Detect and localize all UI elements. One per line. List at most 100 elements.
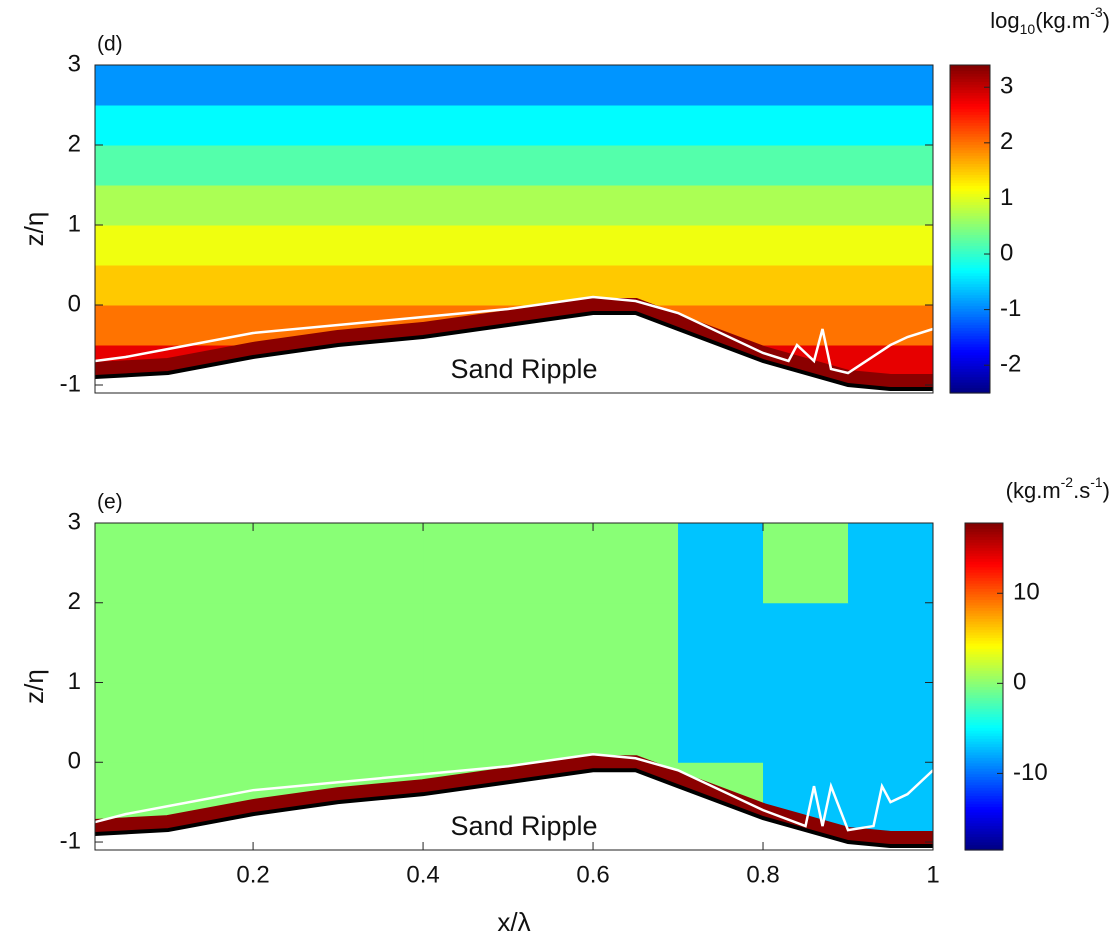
colorbar-frame <box>964 522 1004 851</box>
colorbar-slice <box>965 795 1003 799</box>
colorbar-slice <box>965 800 1003 805</box>
annotation: Sand Ripple <box>450 354 597 384</box>
colorbar-slice <box>950 193 990 197</box>
bed-line <box>94 768 933 849</box>
colorbar-slice <box>950 343 990 348</box>
heatmap-cell <box>95 602 254 684</box>
colorbar-slice <box>965 830 1003 835</box>
plot-frame <box>94 522 934 851</box>
colorbar-slice <box>965 645 1003 649</box>
colorbar-slice <box>965 803 1003 807</box>
colorbar-slice <box>965 618 1003 622</box>
colorbar-slice <box>950 86 990 91</box>
colorbar-slice <box>965 585 1003 589</box>
colorbar-slice <box>965 694 1003 698</box>
annotation: Sand Ripple <box>450 811 597 841</box>
colorbar-label-part: 10 <box>1020 21 1036 37</box>
colorbar-slice <box>965 607 1003 611</box>
colorbar-slice <box>950 100 990 104</box>
colorbar-slice <box>950 346 990 350</box>
y-tick-label: 1 <box>68 668 81 695</box>
colorbar-tick-label: -2 <box>1000 351 1021 378</box>
colorbar-slice <box>965 721 1003 726</box>
colorbar-tick-label: 0 <box>1013 669 1026 696</box>
colorbar-slice <box>965 792 1003 797</box>
x-tick-label: 0.4 <box>406 861 439 888</box>
heatmap-cell <box>253 523 424 604</box>
colorbar-slice <box>965 577 1003 581</box>
colorbar-slice <box>950 201 990 205</box>
colorbar-slice <box>950 379 990 383</box>
colorbar-slice <box>950 234 990 238</box>
y-tick-label: 2 <box>68 130 81 157</box>
heatmap-cell <box>678 682 764 763</box>
colorbar-slice <box>965 719 1003 723</box>
below-bed <box>95 313 933 393</box>
colorbar-slice <box>950 313 990 318</box>
colorbar-slice <box>965 841 1003 846</box>
colorbar-slice <box>950 332 990 337</box>
colorbar-slice <box>950 114 990 118</box>
colorbar-slice <box>950 108 990 113</box>
colorbar-slice <box>950 212 990 216</box>
colorbar-slice <box>950 147 990 151</box>
colorbar-slice <box>950 256 990 260</box>
colorbar-slice <box>965 781 1003 786</box>
colorbar-slice <box>965 580 1003 584</box>
y-tick-label: 0 <box>68 748 81 775</box>
colorbar-slice <box>950 275 990 279</box>
colorbar-slice <box>950 171 990 175</box>
colorbar-slice <box>965 661 1003 666</box>
colorbar-slice <box>965 626 1003 630</box>
colorbar-slice <box>950 218 990 222</box>
colorbar-slice <box>950 261 990 266</box>
colorbar-slice <box>965 691 1003 696</box>
colorbar-slice <box>950 352 990 356</box>
colorbar-slice <box>965 604 1003 609</box>
colorbar-slice <box>965 648 1003 652</box>
colorbar-slice <box>965 623 1003 628</box>
heatmap-cell <box>848 523 934 604</box>
colorbar-slice <box>965 561 1003 565</box>
colorbar-slice <box>965 727 1003 731</box>
heatmap-cell <box>95 65 934 106</box>
colorbar-slice <box>950 294 990 298</box>
colorbar-slice <box>950 373 990 378</box>
colorbar-slice <box>965 700 1003 704</box>
colorbar-slice <box>950 190 990 195</box>
colorbar-slice <box>965 773 1003 778</box>
colorbar-slice <box>950 338 990 342</box>
colorbar-label-part: -2 <box>1061 474 1074 490</box>
colorbar-slice <box>950 267 990 271</box>
colorbar-slice <box>965 632 1003 636</box>
colorbar-tick-label: -10 <box>1013 759 1048 786</box>
colorbar-tick-label: 10 <box>1013 579 1040 606</box>
colorbar-slice <box>950 330 990 334</box>
colorbar-slice <box>965 689 1003 693</box>
colorbar-slice <box>965 566 1003 570</box>
colorbar-label-part: (kg.m <box>1035 8 1090 33</box>
colorbar-slice <box>950 302 990 307</box>
colorbar-slice <box>965 670 1003 674</box>
colorbar-slice <box>950 152 990 156</box>
colorbar-slice <box>950 283 990 287</box>
colorbar-label-part: (kg.m <box>1006 478 1061 503</box>
colorbar-slice <box>950 305 990 309</box>
heatmap-cell <box>593 523 679 604</box>
colorbar-label-part: -3 <box>1090 4 1103 20</box>
colorbar-slice <box>965 724 1003 728</box>
colorbar-slice <box>950 357 990 361</box>
colorbar-slice <box>965 656 1003 660</box>
colorbar-slice <box>965 678 1003 682</box>
colorbar-slice <box>965 814 1003 818</box>
colorbar-slice <box>950 97 990 102</box>
y-tick-label: 3 <box>68 50 81 77</box>
colorbar-slice <box>965 702 1003 707</box>
colorbar-slice <box>965 779 1003 783</box>
colorbar-slice <box>950 95 990 99</box>
colorbar-slice <box>965 533 1003 538</box>
heatmap-cell <box>95 185 934 226</box>
colorbar-label-part: .s <box>1073 478 1090 503</box>
heatmap-cell <box>593 682 679 763</box>
colorbar-slice <box>965 651 1003 655</box>
